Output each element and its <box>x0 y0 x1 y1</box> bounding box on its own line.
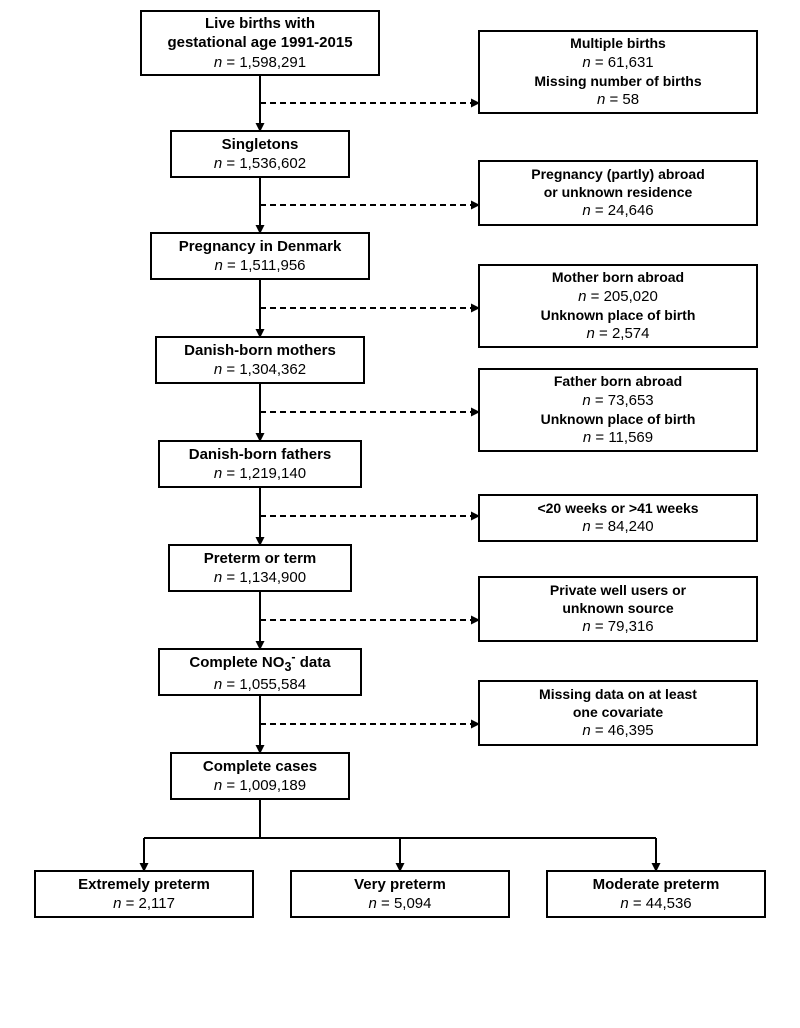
exclusion-box-0: Multiple birthsn = 61,631Missing number … <box>478 30 758 114</box>
main-box-3: Danish-born mothersn = 1,304,362 <box>155 336 365 384</box>
exclusion-box-3: Father born abroadn = 73,653Unknown plac… <box>478 368 758 452</box>
main-box-0: Live births withgestational age 1991-201… <box>140 10 380 76</box>
main-box-7: Complete casesn = 1,009,189 <box>170 752 350 800</box>
exclusion-box-4: <20 weeks or >41 weeksn = 84,240 <box>478 494 758 542</box>
exclusion-box-1: Pregnancy (partly) abroador unknown resi… <box>478 160 758 226</box>
outcome-box-2: Moderate pretermn = 44,536 <box>546 870 766 918</box>
main-box-2: Pregnancy in Denmarkn = 1,511,956 <box>150 232 370 280</box>
exclusion-box-6: Missing data on at leastone covariaten =… <box>478 680 758 746</box>
main-box-5: Preterm or termn = 1,134,900 <box>168 544 352 592</box>
main-box-4: Danish-born fathersn = 1,219,140 <box>158 440 362 488</box>
exclusion-box-2: Mother born abroadn = 205,020Unknown pla… <box>478 264 758 348</box>
main-box-6: Complete NO3- datan = 1,055,584 <box>158 648 362 696</box>
exclusion-box-5: Private well users orunknown sourcen = 7… <box>478 576 758 642</box>
outcome-box-0: Extremely pretermn = 2,117 <box>34 870 254 918</box>
main-box-1: Singletonsn = 1,536,602 <box>170 130 350 178</box>
outcome-box-1: Very pretermn = 5,094 <box>290 870 510 918</box>
